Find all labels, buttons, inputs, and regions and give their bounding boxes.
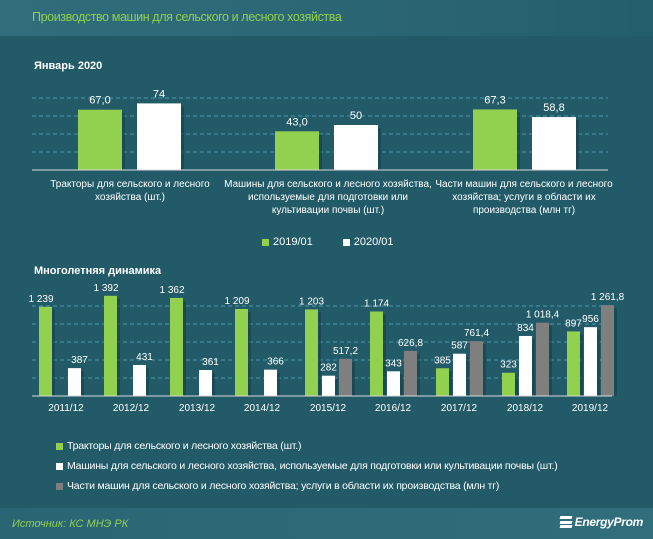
data-label: 387 bbox=[71, 355, 88, 366]
data-label: 1 203 bbox=[299, 296, 324, 307]
x-tick-label: 2016/12 bbox=[375, 403, 412, 414]
data-label: 50 bbox=[350, 110, 362, 122]
bar bbox=[502, 372, 515, 396]
legend-swatch-gray bbox=[56, 482, 63, 490]
bar bbox=[275, 131, 319, 170]
data-label: 1 209 bbox=[224, 296, 249, 307]
x-tick-label: 2019/12 bbox=[572, 403, 609, 414]
bar bbox=[104, 295, 117, 396]
legend-item: Тракторы для сельского и лесного хозяйст… bbox=[56, 436, 558, 456]
legend-item: Части машин для сельского и лесного хозя… bbox=[56, 476, 558, 496]
bar bbox=[133, 364, 146, 396]
data-label: 431 bbox=[136, 352, 153, 363]
bar bbox=[137, 103, 181, 170]
header-band: Производство машин для сельского и лесно… bbox=[0, 0, 653, 36]
data-label: 323 bbox=[500, 360, 517, 371]
x-tick-label: 2013/12 bbox=[179, 403, 216, 414]
data-label: 626,8 bbox=[398, 338, 423, 349]
legend-item: 2020/01 bbox=[342, 236, 394, 248]
energyprom-logo-icon bbox=[559, 516, 573, 528]
chart1-title: Январь 2020 bbox=[34, 60, 103, 72]
bar bbox=[370, 311, 383, 396]
data-label: 1 362 bbox=[159, 285, 184, 296]
bar bbox=[536, 322, 549, 396]
bar bbox=[39, 306, 52, 396]
chart1-category-label: Тракторы для сельского и лесного хозяйст… bbox=[50, 179, 210, 203]
bar bbox=[334, 125, 378, 170]
data-label: 1 392 bbox=[93, 283, 118, 294]
bar bbox=[473, 109, 517, 170]
bar bbox=[68, 368, 81, 396]
x-tick-label: 2014/12 bbox=[244, 403, 281, 414]
chart1-plot: 67,0 43,0 67,3 74 50 58,8 bbox=[32, 88, 608, 171]
legend-label: Машины для сельского и лесного хозяйства… bbox=[67, 460, 558, 472]
bar bbox=[339, 358, 352, 396]
bar bbox=[519, 335, 532, 396]
bar bbox=[453, 353, 466, 396]
bar bbox=[199, 370, 212, 396]
data-label: 517,2 bbox=[333, 346, 358, 357]
data-label: 385 bbox=[434, 355, 451, 366]
legend-swatch-green bbox=[56, 442, 63, 450]
legend-swatch-green bbox=[262, 238, 269, 246]
data-label: 74 bbox=[153, 88, 165, 100]
data-label: 67,0 bbox=[89, 95, 110, 107]
footer-band: Источник: КС МНЭ РК EnergyProm bbox=[0, 508, 653, 539]
bar bbox=[264, 369, 277, 396]
data-label: 1 261,8 bbox=[591, 292, 625, 303]
bar bbox=[322, 375, 335, 396]
bar bbox=[470, 341, 483, 396]
data-label: 956 bbox=[582, 314, 599, 325]
legend-label: 2019/01 bbox=[273, 236, 313, 248]
chart2-legend: Тракторы для сельского и лесного хозяйст… bbox=[56, 436, 558, 496]
data-label: 58,8 bbox=[543, 102, 564, 114]
data-label: 1 018,4 bbox=[526, 310, 560, 321]
x-tick-label: 2018/12 bbox=[507, 403, 544, 414]
energyprom-logo: EnergyProm bbox=[559, 515, 644, 529]
chart1-category-label: Машины для сельского и лесного хозяйства… bbox=[224, 179, 432, 216]
x-tick-label: 2012/12 bbox=[113, 403, 150, 414]
chart2-plot: 1 239 387 2011/12 1 392 431 2012/12 1 362 361 20… bbox=[28, 283, 625, 414]
data-label: 1 239 bbox=[28, 294, 53, 305]
chart1-category-label: Части машин для сельского и лесного хозя… bbox=[435, 179, 613, 216]
legend-label: Тракторы для сельского и лесного хозяйст… bbox=[67, 440, 302, 452]
bar bbox=[567, 331, 580, 396]
x-tick-label: 2015/12 bbox=[310, 403, 347, 414]
x-tick-label: 2011/12 bbox=[48, 403, 84, 414]
bar bbox=[387, 371, 400, 396]
legend-label: 2020/01 bbox=[353, 236, 394, 248]
data-label: 67,3 bbox=[484, 94, 505, 106]
data-label: 282 bbox=[320, 363, 337, 374]
bar bbox=[170, 297, 183, 396]
data-label: 897 bbox=[565, 318, 582, 329]
bar bbox=[78, 109, 122, 170]
bar bbox=[532, 117, 576, 170]
bar bbox=[305, 309, 318, 396]
legend-item: 2019/01 bbox=[262, 236, 313, 248]
data-label: 761,4 bbox=[464, 328, 489, 339]
bar bbox=[404, 350, 417, 396]
legend-item: Машины для сельского и лесного хозяйства… bbox=[56, 456, 558, 476]
legend-label: Части машин для сельского и лесного хозя… bbox=[67, 480, 500, 492]
page-title: Производство машин для сельского и лесно… bbox=[32, 10, 342, 24]
data-label: 1 174 bbox=[364, 298, 389, 309]
bar bbox=[601, 305, 614, 396]
data-label: 343 bbox=[385, 358, 402, 369]
source-note: Источник: КС МНЭ РК bbox=[12, 518, 129, 530]
legend-swatch-white bbox=[342, 238, 350, 246]
chart1-legend: 2019/01 2020/01 bbox=[262, 236, 394, 248]
chart2-title: Многолетняя динамика bbox=[34, 265, 162, 277]
data-label: 361 bbox=[202, 357, 219, 368]
data-label: 834 bbox=[517, 323, 534, 334]
data-label: 587 bbox=[451, 341, 468, 352]
data-label: 366 bbox=[267, 357, 284, 368]
bar bbox=[584, 327, 597, 396]
bar bbox=[436, 368, 449, 396]
logo-text: EnergyProm bbox=[574, 515, 644, 529]
bar bbox=[235, 308, 248, 396]
legend-swatch-white bbox=[56, 462, 63, 470]
data-label: 43,0 bbox=[286, 116, 307, 128]
x-tick-label: 2017/12 bbox=[441, 403, 478, 414]
